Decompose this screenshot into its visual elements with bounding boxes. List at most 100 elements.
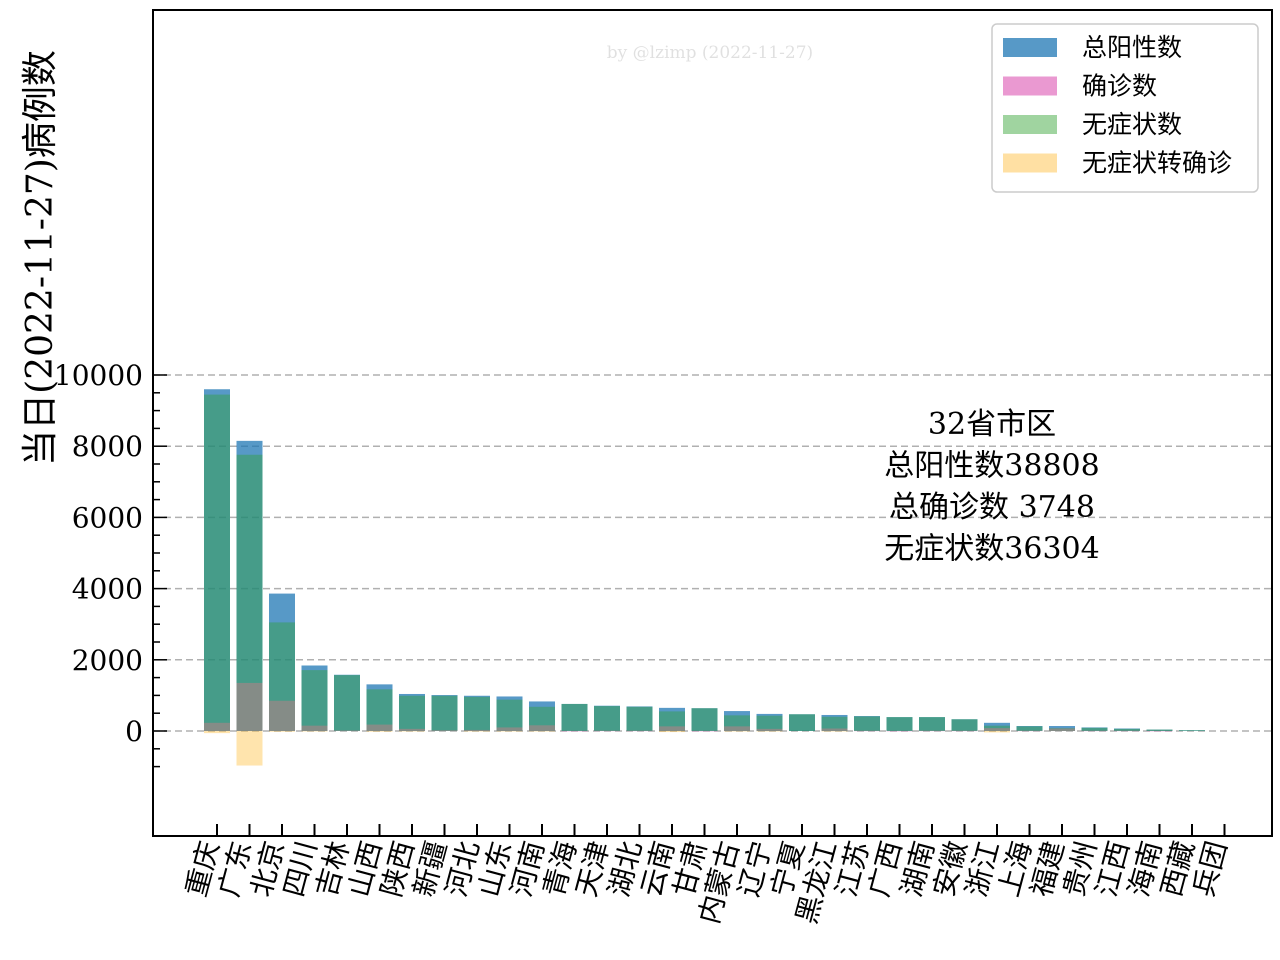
bar bbox=[951, 719, 978, 731]
bar bbox=[984, 725, 1010, 731]
bar bbox=[821, 714, 848, 731]
y-tick-label: 0 bbox=[125, 715, 143, 748]
bar bbox=[594, 706, 620, 731]
bars bbox=[204, 389, 1205, 766]
bar bbox=[886, 717, 913, 731]
bar bbox=[1081, 730, 1108, 732]
bar bbox=[269, 622, 295, 731]
y-tick-label: 6000 bbox=[72, 501, 143, 534]
bar bbox=[301, 725, 328, 731]
bar bbox=[984, 731, 1010, 733]
bar bbox=[756, 728, 783, 731]
bar bbox=[1179, 730, 1205, 731]
bar bbox=[236, 440, 263, 731]
bar bbox=[399, 728, 425, 731]
bar bbox=[886, 730, 913, 732]
series-4 bbox=[204, 731, 1010, 766]
bar bbox=[886, 717, 913, 731]
bar bbox=[724, 711, 750, 731]
legend-swatch bbox=[1003, 76, 1057, 96]
series-2 bbox=[204, 682, 1173, 732]
bar bbox=[301, 731, 328, 732]
legend-swatch bbox=[1003, 38, 1057, 57]
bar bbox=[334, 730, 360, 731]
bar bbox=[1114, 728, 1140, 731]
bar bbox=[659, 711, 685, 731]
bar bbox=[236, 731, 263, 766]
bar bbox=[659, 707, 685, 731]
legend-label: 无症状数 bbox=[1082, 110, 1182, 139]
bar bbox=[919, 717, 945, 731]
bar bbox=[496, 699, 523, 731]
y-axis: 0 2000 4000 6000 8000 10000 bbox=[54, 359, 167, 768]
annotation-line: 32省市区 bbox=[928, 407, 1056, 442]
bar bbox=[1146, 730, 1173, 732]
bar bbox=[724, 715, 750, 731]
bar bbox=[301, 665, 328, 731]
y-tick-label: 10000 bbox=[54, 359, 143, 392]
bar bbox=[1049, 728, 1075, 731]
bar bbox=[724, 726, 750, 731]
bar bbox=[334, 674, 360, 731]
bar bbox=[1081, 727, 1108, 731]
annotation-line: 总阳性数38808 bbox=[884, 449, 1099, 484]
legend-swatch bbox=[1003, 115, 1057, 134]
bar bbox=[1114, 728, 1140, 731]
bar bbox=[756, 731, 783, 732]
bar bbox=[919, 730, 945, 732]
bar bbox=[659, 726, 685, 731]
bar bbox=[464, 731, 490, 732]
bar bbox=[366, 731, 393, 732]
bar bbox=[464, 729, 490, 731]
bar bbox=[236, 682, 263, 731]
bar bbox=[431, 730, 458, 731]
bar bbox=[724, 731, 750, 732]
bar bbox=[496, 727, 523, 731]
y-tick-label: 8000 bbox=[72, 430, 143, 463]
bar bbox=[496, 731, 523, 732]
bar bbox=[529, 725, 555, 731]
annotation-line: 无症状数36304 bbox=[884, 532, 1099, 567]
bar bbox=[204, 722, 230, 731]
bar bbox=[626, 706, 653, 731]
bar bbox=[854, 716, 880, 731]
bar bbox=[464, 695, 490, 731]
bar bbox=[1016, 726, 1043, 731]
bar bbox=[691, 708, 718, 731]
bar bbox=[821, 716, 848, 731]
bar bbox=[204, 394, 230, 731]
bar bbox=[366, 689, 393, 731]
bar bbox=[854, 730, 880, 732]
annotation-line: 总确诊数 3748 bbox=[889, 490, 1095, 525]
bar bbox=[626, 730, 653, 732]
bar bbox=[659, 731, 685, 733]
bar bbox=[756, 715, 783, 731]
bar bbox=[399, 693, 425, 731]
y-tick-label: 4000 bbox=[72, 573, 143, 606]
bar bbox=[561, 730, 588, 732]
legend-label: 总阳性数 bbox=[1082, 33, 1182, 62]
bar bbox=[984, 722, 1010, 731]
bar bbox=[366, 724, 393, 731]
bar bbox=[821, 731, 848, 732]
bar bbox=[1049, 728, 1075, 731]
bar bbox=[529, 706, 555, 731]
bar bbox=[236, 454, 263, 731]
bar bbox=[821, 728, 848, 731]
watermark: by @lzimp (2022-11-27) bbox=[607, 43, 813, 63]
bar bbox=[561, 703, 588, 731]
legend-box bbox=[991, 23, 1259, 193]
bar bbox=[1146, 729, 1173, 731]
bar bbox=[691, 730, 718, 732]
y-tick-label: 2000 bbox=[72, 644, 143, 677]
bar bbox=[399, 695, 425, 731]
bar bbox=[204, 731, 230, 734]
bar bbox=[269, 700, 295, 731]
series-3 bbox=[204, 394, 1205, 731]
bar bbox=[1146, 729, 1173, 731]
bar bbox=[431, 695, 458, 731]
bar bbox=[951, 719, 978, 731]
bar bbox=[464, 696, 490, 731]
bar bbox=[204, 389, 230, 731]
